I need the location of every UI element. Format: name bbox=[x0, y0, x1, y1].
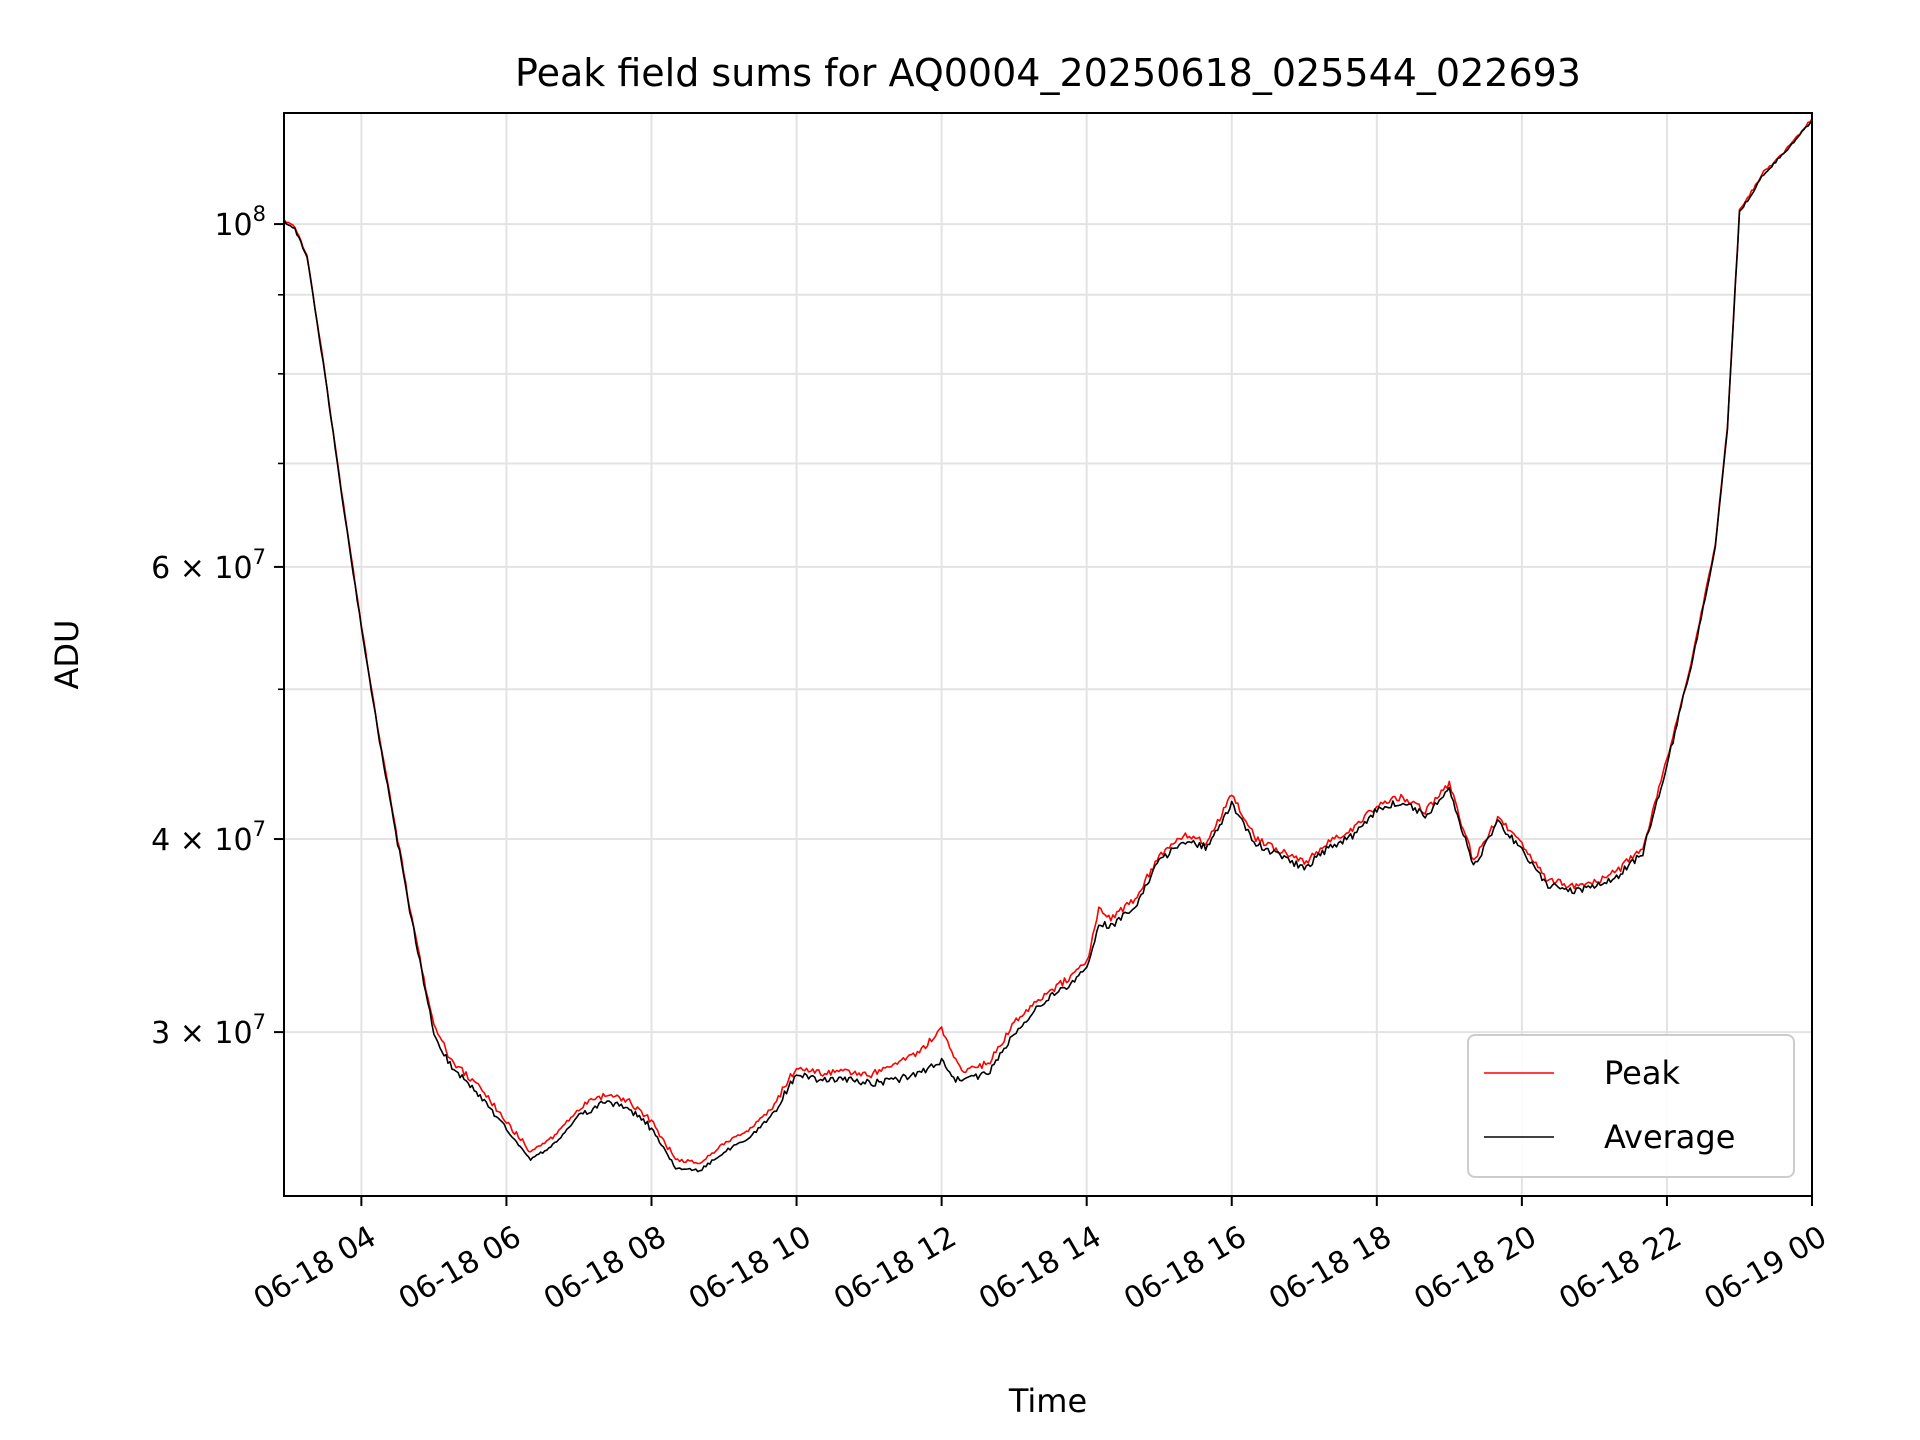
x-axis-label: Time bbox=[1008, 1382, 1087, 1420]
legend-box bbox=[1467, 1034, 1795, 1178]
y-tick-label: 4 × 107 bbox=[151, 817, 266, 858]
y-tick-label-base: 4 × 10 bbox=[151, 823, 252, 858]
chart-title: Peak field sums for AQ0004_20250618_0255… bbox=[515, 51, 1581, 95]
y-tick-label-base: 6 × 10 bbox=[151, 551, 252, 586]
y-tick-label: 6 × 107 bbox=[151, 545, 266, 586]
y-tick-label: 3 × 107 bbox=[151, 1010, 266, 1051]
y-axis-label: ADU bbox=[48, 620, 86, 690]
y-tick-label-exponent: 7 bbox=[253, 545, 266, 569]
y-tick-label: 108 bbox=[214, 202, 266, 243]
y-tick-label-base: 10 bbox=[214, 208, 252, 243]
y-tick-label-exponent: 7 bbox=[253, 817, 266, 841]
plot-area-frame bbox=[283, 112, 1813, 1197]
legend: Peak Average bbox=[1467, 1034, 1795, 1178]
series-line-peak bbox=[283, 118, 1813, 1165]
y-tick-label-exponent: 7 bbox=[253, 1010, 266, 1034]
legend-label-average: Average bbox=[1604, 1118, 1735, 1156]
plot-lines bbox=[283, 118, 1813, 1173]
y-tick-label-base: 3 × 10 bbox=[151, 1016, 252, 1051]
series-line-average bbox=[283, 119, 1813, 1173]
legend-label-peak: Peak bbox=[1604, 1054, 1680, 1092]
y-tick-label-exponent: 8 bbox=[253, 202, 266, 226]
